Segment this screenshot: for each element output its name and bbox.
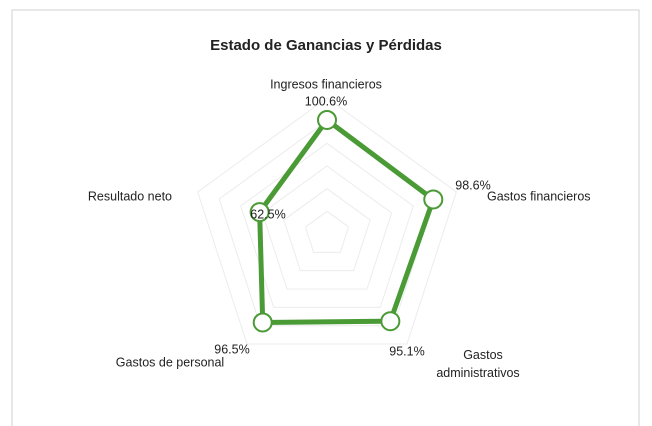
data-label: 62.5%	[250, 207, 285, 221]
point-marker	[252, 312, 273, 333]
series-line	[257, 117, 436, 325]
point-marker	[249, 202, 270, 223]
grid-ring	[197, 97, 457, 345]
category-label: Ingresos financieros	[270, 77, 382, 91]
data-label: 95.1%	[389, 344, 424, 358]
point-marker	[423, 189, 444, 210]
grid-ring	[304, 210, 350, 253]
chart-title: Estado de Ganancias y Pérdidas	[210, 37, 442, 54]
category-label: Gastos financieros	[487, 189, 591, 203]
data-label: 96.5%	[214, 342, 249, 356]
data-label: 98.6%	[455, 178, 490, 192]
data-label: 100.6%	[305, 94, 347, 108]
category-label: Gastos de personal	[116, 355, 224, 369]
point-marker	[317, 109, 337, 130]
grid-ring	[283, 188, 371, 272]
chart-frame	[11, 9, 640, 426]
point-marker	[380, 311, 401, 332]
category-label: Gastos administrativos	[436, 348, 519, 380]
category-label-line: administrativos	[436, 366, 519, 380]
category-label-line: Gastos	[463, 348, 503, 362]
grid-ring	[261, 165, 393, 290]
category-label: Resultado neto	[88, 189, 172, 203]
grid-ring	[240, 142, 414, 308]
